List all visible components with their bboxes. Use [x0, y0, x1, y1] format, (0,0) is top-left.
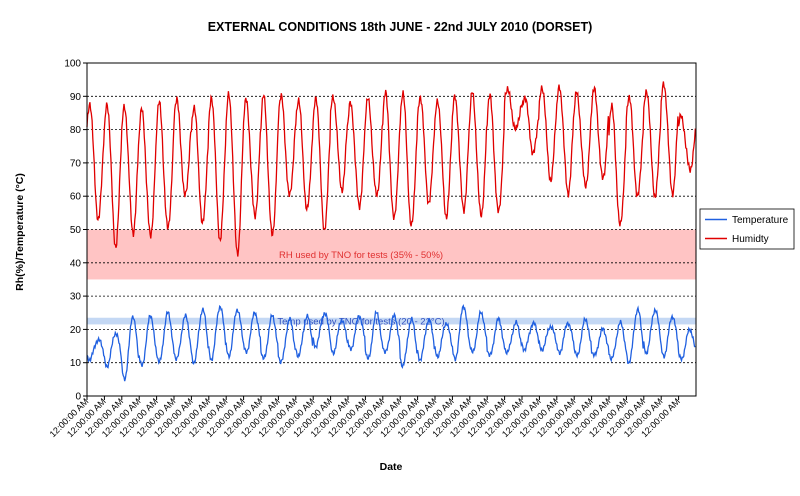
y-tick-label: 80 [70, 125, 82, 136]
y-tick-label: 90 [70, 92, 82, 103]
series-line-temperature [86, 304, 696, 382]
legend-label-temperature: Temperature [732, 215, 789, 226]
band-0 [87, 229, 696, 280]
legend: Temperature Humidty [699, 208, 795, 250]
y-tick-label: 40 [70, 258, 82, 269]
y-tick-label: 60 [70, 192, 82, 203]
y-tick-label: 30 [70, 292, 82, 303]
legend-box [699, 208, 795, 250]
y-axis-label: Rh(%)/Temperature (°C) [14, 173, 26, 291]
y-tick-label: 100 [64, 59, 81, 70]
series-line-humidity [86, 81, 696, 257]
x-axis-label: Date [380, 461, 403, 473]
y-tick-label: 70 [70, 158, 82, 169]
y-tick-label: 50 [70, 225, 82, 236]
y-tick-label: 20 [70, 325, 82, 336]
legend-label-humidity: Humidty [732, 234, 769, 245]
band-label-0: RH used by TNO for tests (35% - 50%) [279, 250, 443, 261]
y-tick-label: 10 [70, 358, 82, 369]
chart-title: EXTERNAL CONDITIONS 18th JUNE - 22nd JUL… [208, 20, 593, 34]
y-tick-label: 0 [75, 392, 81, 403]
